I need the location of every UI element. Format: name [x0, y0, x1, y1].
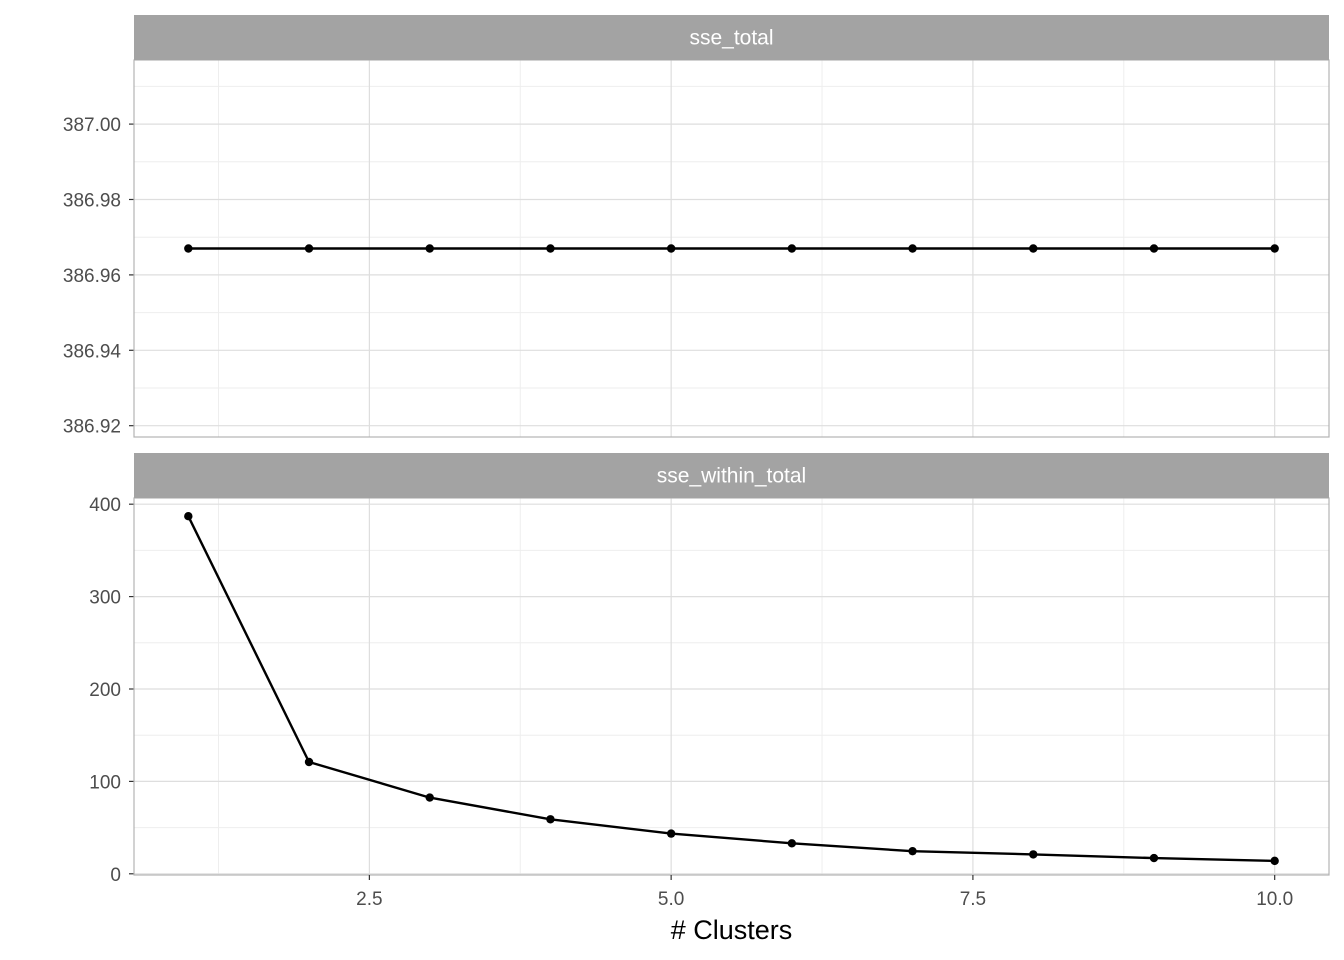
facet-strip — [134, 453, 1329, 498]
data-point — [1149, 853, 1159, 863]
data-point — [1029, 244, 1038, 253]
data-point — [1029, 850, 1038, 859]
data-point — [908, 244, 917, 253]
y-tick-label: 386.98 — [63, 190, 121, 211]
data-point — [184, 244, 193, 253]
data-point — [304, 757, 314, 767]
facet-strip — [134, 15, 1329, 60]
x-tick-label: 10.0 — [1256, 889, 1293, 910]
data-point — [908, 846, 917, 856]
panel-sse_within_total: 0 100 200 300 400 sse_within_total 2.5 5.0 7.5 10… — [89, 453, 1330, 910]
x-axis-title: # Clusters — [671, 915, 793, 945]
data-point — [666, 244, 676, 253]
data-point — [787, 839, 797, 848]
data-point — [184, 512, 193, 521]
y-tick-label: 400 — [89, 495, 121, 516]
x-tick-label: 2.5 — [356, 889, 382, 910]
y-tick-label: 100 — [89, 772, 121, 793]
data-point — [1270, 856, 1279, 866]
facet-strip-label: sse_within_total — [657, 465, 806, 488]
y-tick-label: 0 — [110, 865, 121, 886]
x-tick-label: 7.5 — [960, 889, 986, 910]
y-tick-label: 387.00 — [63, 115, 121, 136]
facet-strip-label: sse_total — [689, 27, 773, 50]
panel-sse_total: 386.92 386.94 386.96 386.98 387.00 sse_total — [63, 15, 1330, 438]
data-point — [425, 244, 434, 253]
data-point — [304, 244, 314, 253]
data-point — [1270, 244, 1279, 253]
y-tick-label: 386.92 — [63, 417, 121, 438]
data-point — [546, 815, 555, 824]
y-tick-label: 386.94 — [63, 341, 122, 362]
x-tick-label: 5.0 — [658, 889, 684, 910]
y-tick-label: 300 — [89, 588, 121, 609]
data-point — [787, 244, 797, 253]
y-tick-label: 386.96 — [63, 266, 121, 287]
data-point — [1149, 244, 1159, 253]
series-line — [187, 515, 1275, 863]
y-tick-label: 200 — [89, 680, 121, 701]
data-point — [546, 244, 555, 253]
data-point — [425, 793, 434, 802]
panel-background — [134, 498, 1329, 875]
data-point — [666, 829, 676, 838]
